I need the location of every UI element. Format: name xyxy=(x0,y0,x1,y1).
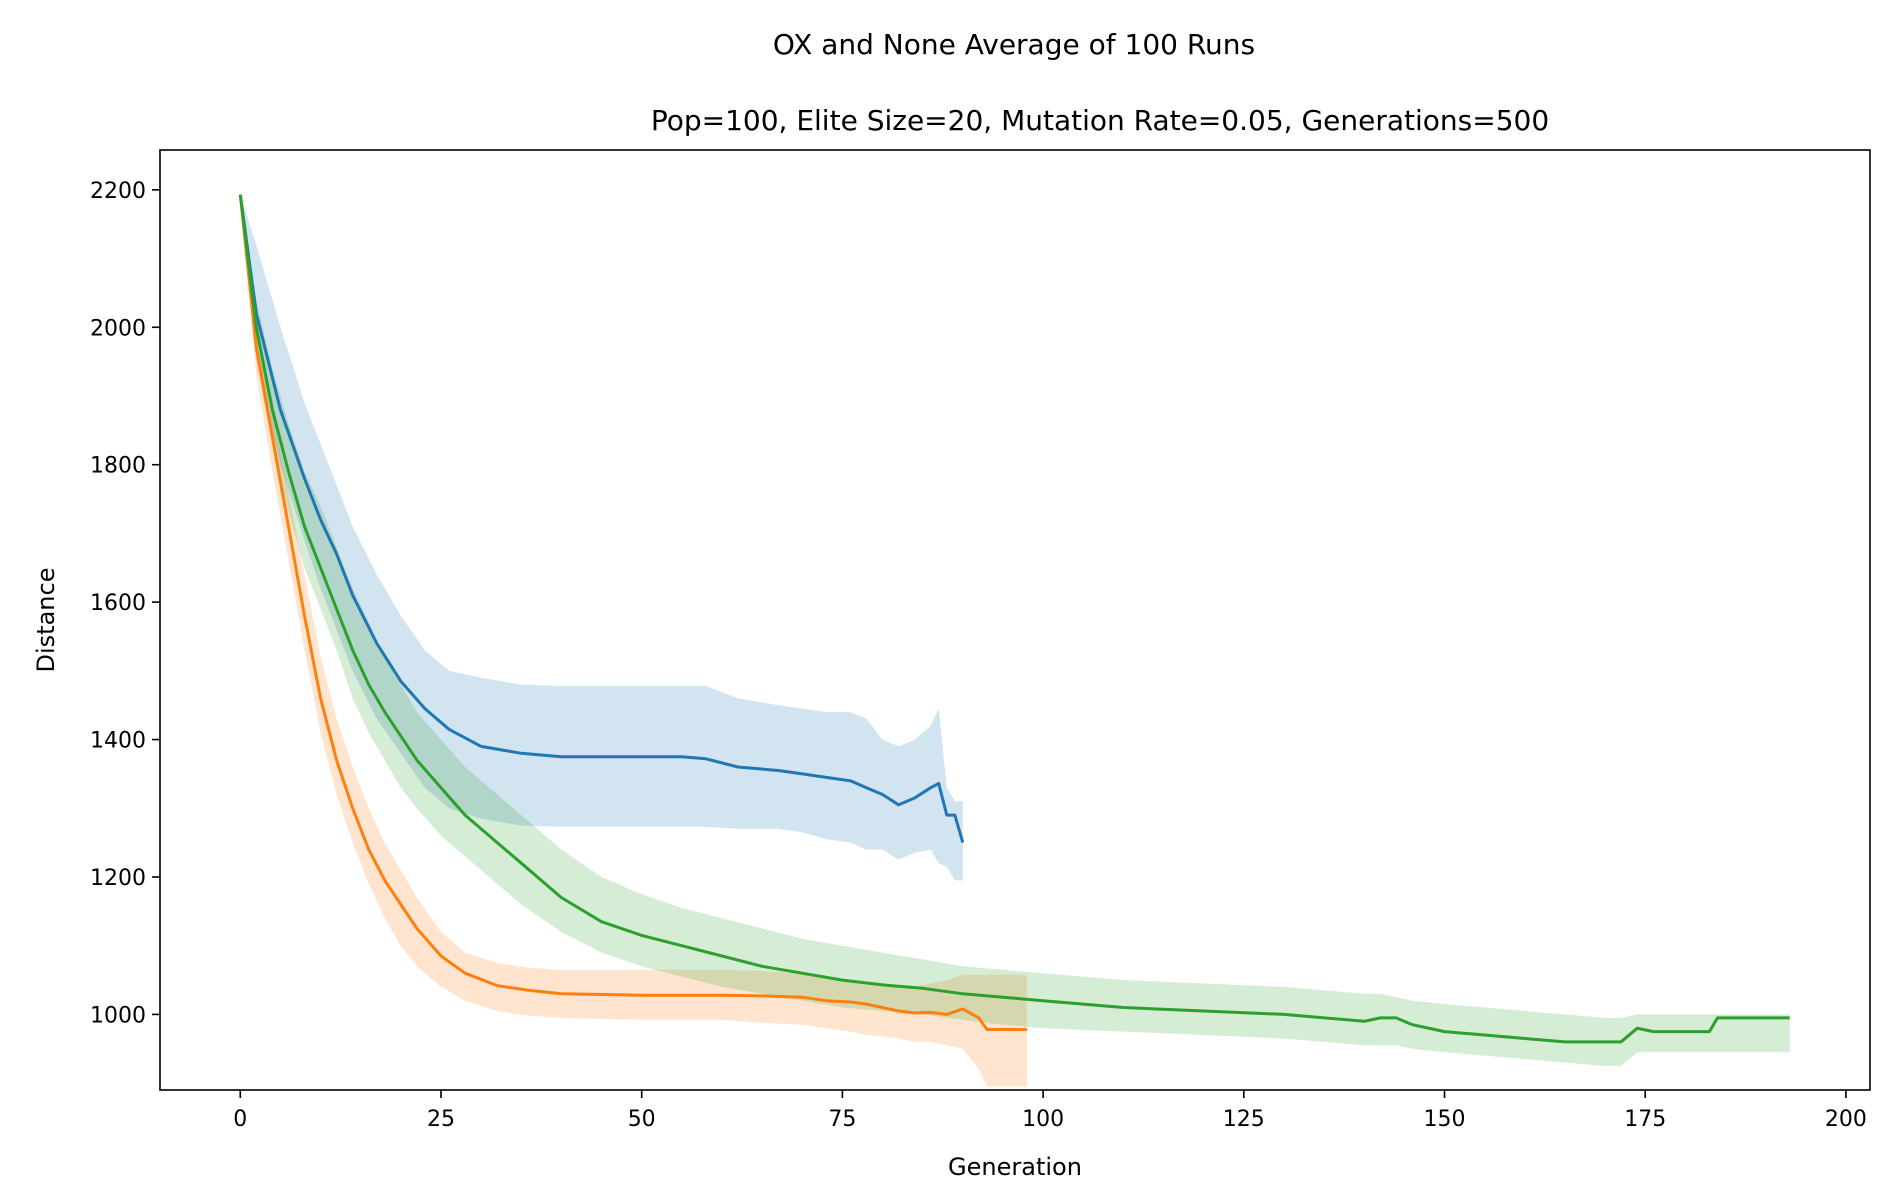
series-2-line xyxy=(238,194,1027,1031)
y-tick-label: 2000 xyxy=(90,316,146,341)
y-tick-label: 1400 xyxy=(90,729,146,754)
x-axis-ticks: 0 25 50 75 100 125 150 175 200 xyxy=(233,1090,1867,1132)
y-tick-label: 1600 xyxy=(90,591,146,616)
series-lines xyxy=(238,194,1790,1044)
y-tick-label: 1800 xyxy=(90,454,146,479)
y-axis-label: Distance xyxy=(32,568,60,673)
x-tick-label: 25 xyxy=(427,1107,455,1132)
series-3-line xyxy=(238,194,1790,1044)
x-tick-label: 125 xyxy=(1223,1107,1265,1132)
x-tick-label: 0 xyxy=(233,1107,247,1132)
x-tick-label: 100 xyxy=(1022,1107,1064,1132)
chart-title: Pop=100, Elite Size=20, Mutation Rate=0.… xyxy=(651,104,1549,137)
x-tick-label: 75 xyxy=(828,1107,856,1132)
x-tick-label: 175 xyxy=(1624,1107,1666,1132)
x-tick-label: 50 xyxy=(628,1107,656,1132)
series-1-line xyxy=(238,194,965,844)
plot-frame xyxy=(159,149,1871,1091)
confidence-bands xyxy=(240,194,1790,1087)
y-axis-ticks: 1000 1200 1400 1600 1800 2000 2200 xyxy=(90,179,160,1028)
series-1-band xyxy=(240,194,963,881)
chart-suptitle: OX and None Average of 100 Runs xyxy=(773,28,1255,61)
y-tick-label: 1200 xyxy=(90,866,146,891)
y-tick-label: 2200 xyxy=(90,179,146,204)
x-axis-label: Generation xyxy=(948,1153,1082,1181)
x-tick-label: 200 xyxy=(1825,1107,1867,1132)
x-tick-label: 150 xyxy=(1424,1107,1466,1132)
series-2-band xyxy=(240,194,1028,1087)
y-tick-label: 1000 xyxy=(90,1003,146,1028)
